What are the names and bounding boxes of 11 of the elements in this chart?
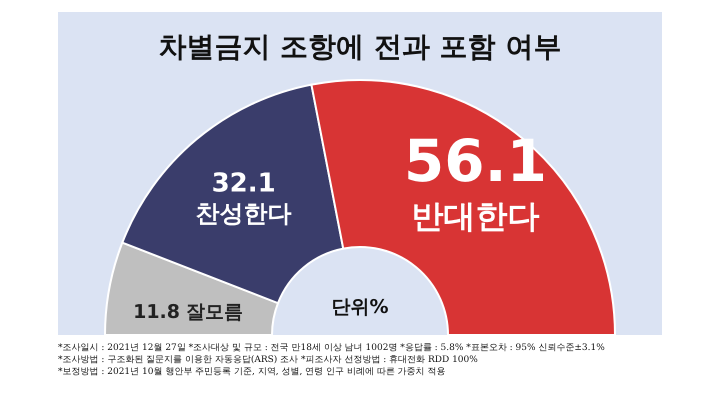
text: *조사일시 : 2021년 12월 27일 *조사대상 및 규모 : 전국 만18세 이상 남녀 1002명 *응답률 : 5.8% *표본오차 : 95% 신뢰수준±3.1% <box>58 343 606 353</box>
chart-title: 차별금지 조항에 전과 포함 여부 <box>158 30 562 63</box>
data-label: 56.1 <box>404 126 548 195</box>
data-label: 11.8 <box>133 301 180 324</box>
text: *보정방법 : 2021년 10월 행안부 주민등록 기준, 지역, 성별, 연령 인구 비례에 따른 가중치 적용 <box>58 367 446 377</box>
slice-label: 잘모름 <box>186 301 243 324</box>
text: 단위% <box>331 296 389 318</box>
slice-label: 반대한다 <box>411 196 540 235</box>
text: *조사방법 : 구조화된 질문지를 이용한 자동응답(ARS) 조사 *피조사자 선정방법 : 휴대전화 RDD 100% <box>58 355 478 365</box>
slice-label: 찬성한다 <box>196 200 292 228</box>
data-label: 32.1 <box>212 168 276 199</box>
